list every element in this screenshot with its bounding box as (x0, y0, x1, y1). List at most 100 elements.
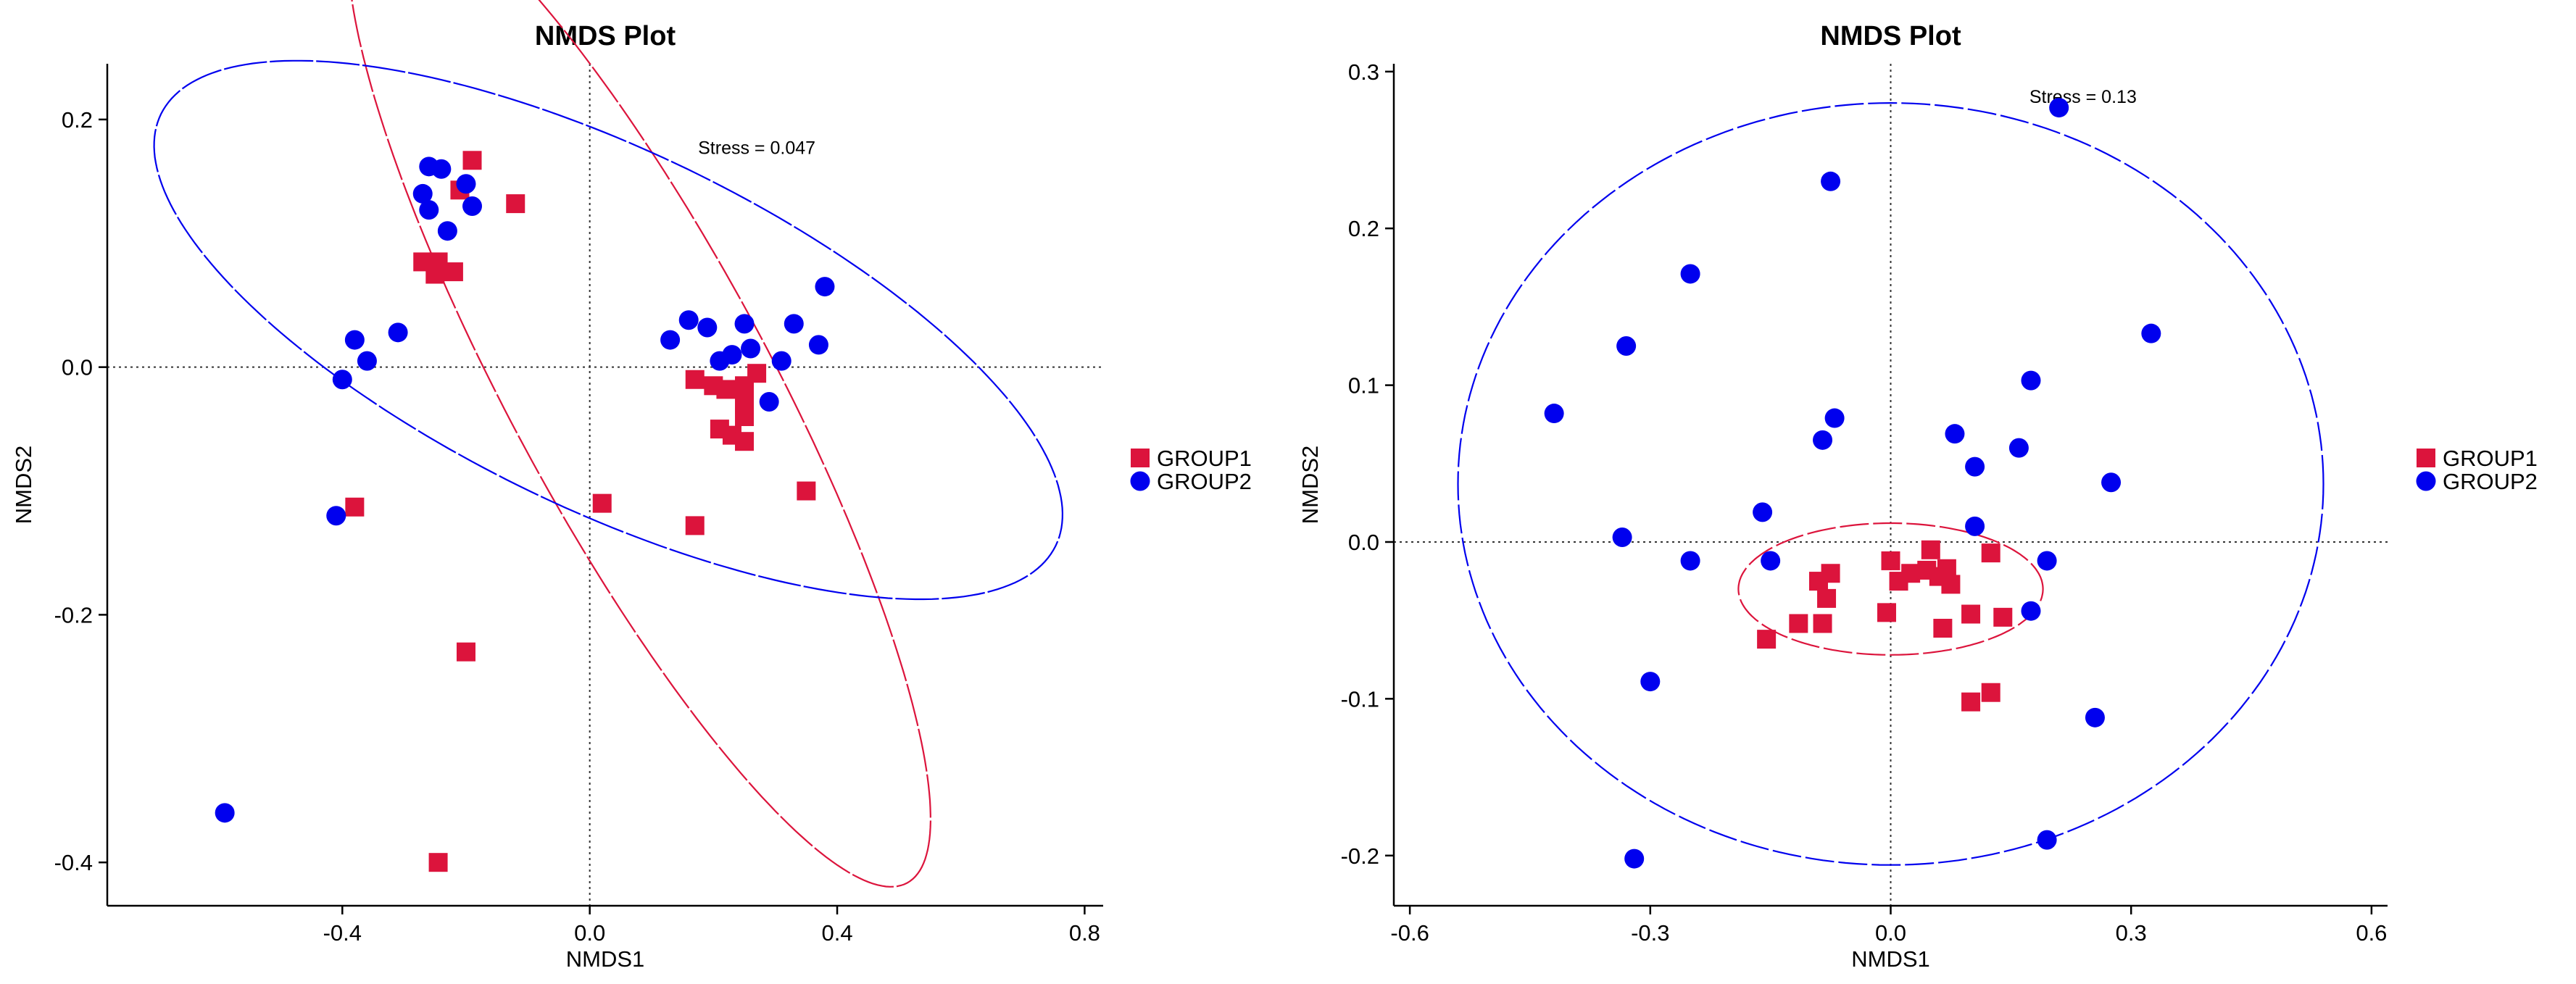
point-group1 (735, 432, 755, 451)
point-group2 (2049, 98, 2069, 118)
point-group2 (1640, 672, 1661, 692)
point-group2 (808, 335, 828, 355)
point-group2 (784, 314, 804, 334)
point-group2 (1624, 849, 1645, 869)
legend-marker-group2 (1130, 471, 1150, 491)
point-group2 (215, 803, 235, 823)
point-group2 (412, 183, 433, 204)
legend-marker-group2 (2416, 471, 2436, 491)
x-tick-label: -0.4 (323, 920, 362, 946)
y-tick-label: 0.0 (1348, 530, 1379, 555)
point-group1 (1981, 543, 2000, 563)
legend-label-group1: GROUP1 (2443, 446, 2538, 471)
point-group2 (431, 159, 452, 179)
point-group2 (1965, 516, 1985, 536)
x-tick-label: -0.3 (1631, 920, 1669, 946)
point-group2 (815, 277, 835, 297)
y-tick-label: 0.1 (1348, 373, 1379, 399)
legend-label-group2: GROUP2 (2443, 469, 2538, 494)
point-group1 (1789, 614, 1808, 633)
legend-label-group2: GROUP2 (1157, 469, 1252, 494)
x-tick-label: 0.8 (1069, 920, 1100, 946)
point-group1 (345, 497, 365, 517)
point-group2 (1945, 424, 1965, 444)
point-group2 (388, 322, 408, 343)
point-group2 (1824, 408, 1845, 428)
point-group2 (2101, 472, 2122, 493)
point-group2 (1753, 502, 1773, 522)
point-group2 (456, 174, 476, 194)
point-group2 (2141, 323, 2161, 343)
point-group1 (1993, 607, 2013, 627)
point-group2 (741, 338, 761, 359)
y-tick-label: -0.1 (1341, 686, 1379, 712)
point-group2 (678, 310, 699, 330)
x-tick-label: 0.4 (821, 920, 852, 946)
ellipse-group2 (153, 59, 1064, 601)
point-group1 (797, 481, 816, 501)
y-tick-label: -0.2 (1341, 843, 1379, 869)
ellipse-group2 (1457, 101, 2324, 866)
x-tick-label: 0.6 (2356, 920, 2387, 946)
point-group2 (734, 314, 755, 334)
point-group2 (332, 370, 352, 390)
x-tick-label: 0.0 (574, 920, 605, 946)
point-group1 (506, 194, 525, 214)
point-group2 (344, 330, 365, 350)
point-group1 (1881, 551, 1900, 570)
point-group1 (685, 370, 705, 389)
point-group1 (735, 407, 755, 427)
chart-title: NMDS Plot (535, 21, 676, 51)
point-group2 (2021, 601, 2041, 621)
y-tick-label: 0.3 (1348, 59, 1379, 85)
point-group1 (685, 516, 705, 535)
point-group1 (462, 151, 482, 170)
point-group1 (1941, 575, 1961, 594)
point-group1 (716, 380, 736, 399)
y-tick-label: 0.2 (62, 107, 93, 133)
point-group1 (1813, 614, 1832, 633)
point-group2 (660, 330, 681, 350)
point-group1 (1961, 692, 1981, 712)
point-group2 (1680, 551, 1700, 571)
point-group1 (747, 364, 767, 383)
stress-annotation: Stress = 0.047 (698, 138, 815, 159)
point-group1 (1933, 618, 1953, 638)
point-group1 (1877, 603, 1896, 622)
y-axis-label: NMDS2 (1297, 446, 1323, 525)
point-group2 (326, 506, 346, 526)
legend-label-group1: GROUP1 (1157, 446, 1252, 471)
point-group1 (1961, 604, 1981, 624)
point-group2 (759, 392, 779, 412)
point-group2 (1544, 404, 1564, 424)
point-group2 (1616, 335, 1637, 356)
y-axis-label: NMDS2 (11, 446, 36, 525)
point-group2 (2037, 551, 2057, 571)
legend-marker-group1 (2417, 449, 2435, 467)
point-group1 (1921, 540, 1940, 559)
ellipse-group1 (351, 0, 932, 888)
y-tick-label: 0.0 (62, 355, 93, 380)
stress-annotation: Stress = 0.13 (2029, 87, 2137, 107)
point-group2 (2021, 370, 2041, 391)
point-group1 (1757, 630, 1777, 649)
point-group1 (1981, 683, 2000, 702)
point-group1 (1808, 572, 1828, 591)
nmds-panel-2: NMDS Plot -0.6 -0.3 0.0 0.3 0.6 -0.2 -0.1 0.0 0.1… (1297, 21, 2538, 972)
x-tick-label: 0.0 (1875, 920, 1906, 946)
point-group1 (428, 853, 448, 872)
x-tick-label: 0.3 (2116, 920, 2147, 946)
point-group2 (771, 351, 792, 371)
point-group2 (710, 351, 730, 371)
point-group2 (2008, 438, 2029, 458)
point-group2 (1761, 551, 1781, 571)
point-group2 (1965, 456, 1985, 477)
chart-title: NMDS Plot (1820, 21, 1961, 51)
y-tick-label: 0.2 (1348, 216, 1379, 241)
y-tick-label: -0.4 (54, 850, 93, 875)
point-group1 (456, 642, 475, 662)
point-group2 (1612, 527, 1632, 547)
point-group1 (444, 262, 463, 282)
point-group1 (1901, 564, 1921, 583)
